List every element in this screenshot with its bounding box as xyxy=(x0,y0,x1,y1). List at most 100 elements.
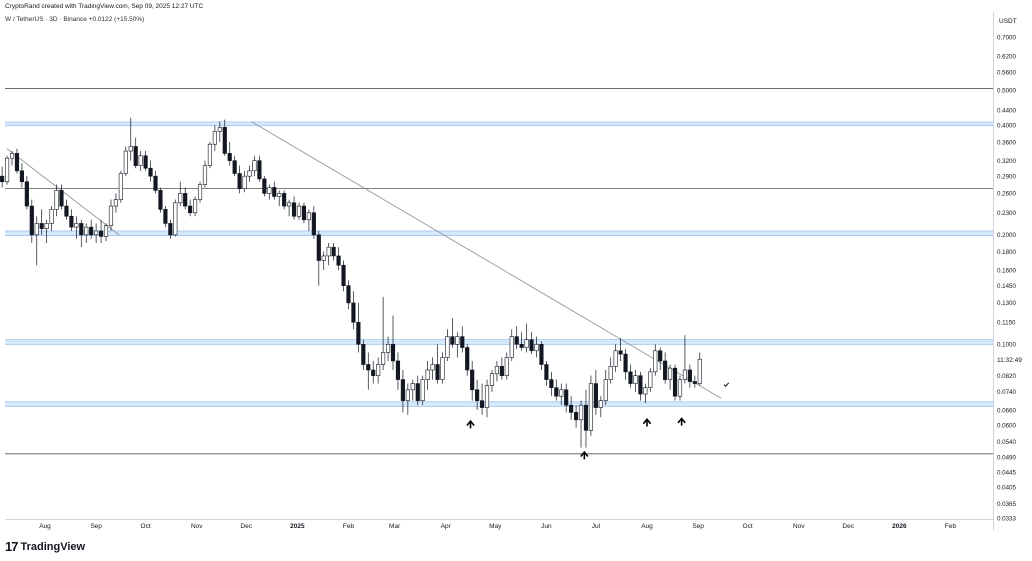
candle-body-up xyxy=(321,255,326,261)
candle-body-down xyxy=(692,381,697,384)
candle xyxy=(183,187,188,210)
candle xyxy=(395,352,401,390)
candle-body-up xyxy=(608,366,613,380)
time-tick-label: Jul xyxy=(592,523,601,530)
candle xyxy=(113,193,119,213)
candle xyxy=(465,344,470,376)
candle-body-down xyxy=(69,215,74,228)
candle-body-up xyxy=(84,226,89,236)
candle xyxy=(296,202,302,220)
candle xyxy=(356,302,361,353)
zone-band xyxy=(5,230,993,236)
candle-body-down xyxy=(64,205,69,217)
candle xyxy=(425,360,430,390)
candle xyxy=(143,151,148,171)
candle xyxy=(638,371,643,401)
candle-body-up xyxy=(445,336,450,358)
candle-body-down xyxy=(564,389,569,406)
candle xyxy=(578,400,584,448)
candle-body-up xyxy=(247,170,252,177)
candle-body-down xyxy=(638,375,643,395)
candle-body-down xyxy=(227,153,232,161)
candle-body-up xyxy=(534,344,539,352)
zone-band xyxy=(5,401,993,407)
candle xyxy=(519,332,524,351)
candle xyxy=(376,357,381,384)
candle-body-down xyxy=(188,205,193,214)
candle xyxy=(583,389,589,448)
check-icon xyxy=(723,382,730,387)
candle xyxy=(598,396,603,418)
arrow-head xyxy=(677,417,686,424)
candle xyxy=(84,223,89,243)
candle-body-up xyxy=(578,404,584,421)
candle-body-up xyxy=(103,225,109,237)
candle-body-up xyxy=(376,364,381,376)
up-arrow-icon xyxy=(466,419,475,429)
candle xyxy=(366,352,371,390)
candle-body-up xyxy=(94,230,99,236)
candle-body-up xyxy=(697,358,702,384)
candle xyxy=(9,151,15,166)
candle xyxy=(351,291,356,330)
candle-body-up xyxy=(267,187,272,194)
zone-band xyxy=(5,339,993,345)
candle-body-down xyxy=(79,223,84,236)
candle xyxy=(470,360,475,401)
candle xyxy=(311,206,316,239)
candle xyxy=(287,199,292,217)
candle-body-down xyxy=(400,379,405,401)
candle xyxy=(301,202,307,224)
candle-body-down xyxy=(593,383,598,408)
candle xyxy=(564,383,569,413)
time-axis: Aug Sep Oct Nov Dec 2025 Feb Mar Apr May Jun Jul Aug… xyxy=(39,523,956,530)
candle-body-up xyxy=(49,209,54,224)
candle-body-up xyxy=(242,175,247,189)
candle-body-down xyxy=(618,350,623,355)
time-tick-label: Aug xyxy=(641,523,653,530)
candle-body-down xyxy=(514,336,519,345)
symbol-legend[interactable]: W / TetherUS · 3D · Binance +0.0122 (+15… xyxy=(5,16,145,23)
candle-body-up xyxy=(489,373,495,386)
candle xyxy=(247,165,252,182)
candle xyxy=(158,187,163,213)
time-tick-label: Feb xyxy=(343,523,355,530)
candle-body-down xyxy=(291,202,297,217)
price-tick-label: 0.2000 xyxy=(997,232,1016,239)
candle-body-down xyxy=(371,369,376,376)
candle xyxy=(44,219,49,243)
candle xyxy=(440,352,445,384)
candle-body-down xyxy=(346,285,351,304)
candle-body-up xyxy=(430,364,435,371)
candle-body-up xyxy=(178,193,183,204)
candle-body-up xyxy=(202,165,208,185)
tradingview-logo[interactable]: 17 TradingView xyxy=(5,539,85,554)
candle xyxy=(475,379,480,410)
candle xyxy=(4,155,10,185)
support-resistance-zones xyxy=(5,121,993,407)
candle xyxy=(415,375,420,406)
candles xyxy=(0,117,702,448)
candle xyxy=(569,396,574,420)
annotations xyxy=(466,382,730,460)
candle xyxy=(593,369,598,415)
candle-body-down xyxy=(450,336,455,345)
candle-body-up xyxy=(410,383,415,391)
candle xyxy=(153,170,158,194)
time-tick-label: 2025 xyxy=(290,523,305,530)
price-tick-label: 0.0540 xyxy=(997,439,1016,446)
candle-body-down xyxy=(475,389,480,401)
candle xyxy=(49,206,54,231)
candle xyxy=(193,196,198,217)
price-tick-label: 0.0740 xyxy=(997,389,1016,396)
candle xyxy=(252,155,257,177)
candle xyxy=(277,190,282,207)
zone-band xyxy=(5,121,993,126)
price-tick-label: 0.0445 xyxy=(997,470,1016,477)
candle xyxy=(628,364,633,388)
candle-body-down xyxy=(341,264,346,286)
candle xyxy=(64,199,69,220)
candle-body-down xyxy=(19,170,24,183)
candle xyxy=(514,326,519,350)
